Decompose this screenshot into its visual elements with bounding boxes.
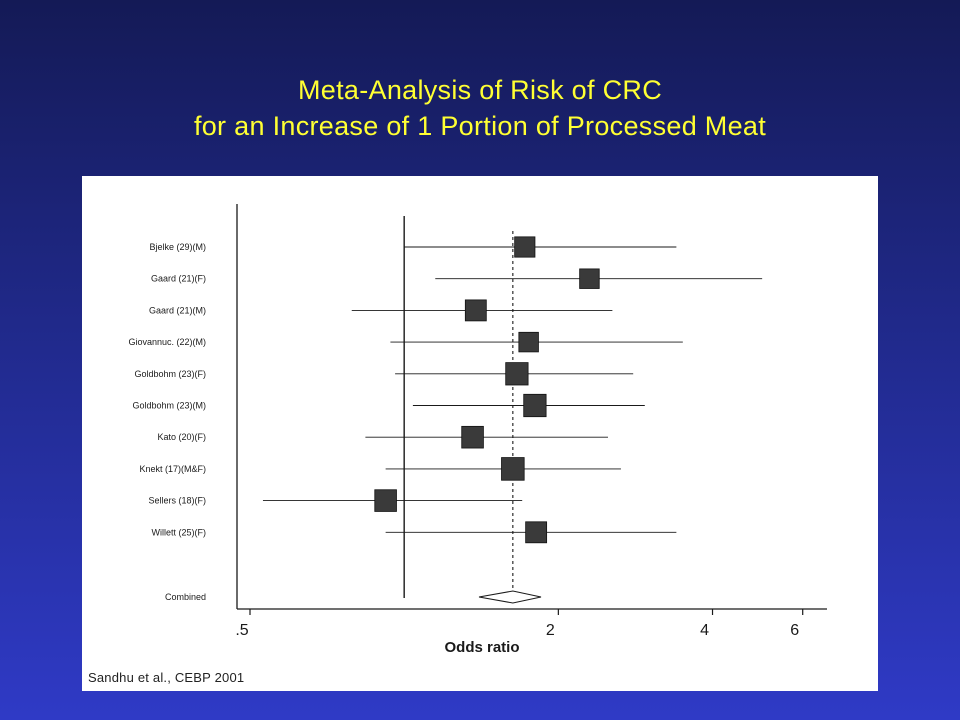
forest-plot: Bjelke (29)(M) Gaard (21)(F) Gaard (21)(M)… — [128, 204, 827, 656]
point-estimate-marker — [461, 425, 484, 449]
x-axis-title: Odds ratio — [444, 639, 519, 656]
study-label: Kato (20)(F) — [157, 432, 206, 442]
study-label: Goldbohm (23)(M) — [132, 401, 206, 411]
combined-label: Combined — [165, 592, 206, 602]
study-label: Giovannuc. (22)(M) — [128, 337, 206, 347]
point-estimate-marker — [514, 236, 536, 258]
study-label: Sellers (18)(F) — [148, 496, 206, 506]
point-estimate-marker — [464, 299, 487, 322]
study-label: Knekt (17)(M&F) — [139, 464, 206, 474]
x-tick-label: .5 — [235, 622, 248, 639]
slide-title: Meta-Analysis of Risk of CRC for an Incr… — [0, 72, 960, 144]
combined-diamond — [478, 590, 542, 604]
forest-plot-panel: Bjelke (29)(M) Gaard (21)(F) Gaard (21)(M)… — [82, 176, 878, 691]
study-label: Gaard (21)(F) — [151, 274, 206, 284]
point-estimate-marker — [518, 331, 539, 353]
point-estimate-marker — [501, 457, 525, 481]
title-line-2: for an Increase of 1 Portion of Processe… — [193, 111, 767, 141]
point-estimate-marker — [505, 362, 529, 386]
study-label: Bjelke (29)(M) — [149, 242, 206, 252]
study-label: Goldbohm (23)(F) — [134, 369, 206, 379]
study-label: Gaard (21)(M) — [149, 305, 206, 315]
point-estimate-marker — [523, 393, 547, 418]
point-estimate-marker — [579, 268, 600, 289]
point-estimate-marker — [525, 521, 548, 544]
x-tick-label: 2 — [546, 622, 555, 639]
x-tick-label: 6 — [790, 622, 799, 639]
point-estimate-marker — [374, 489, 397, 512]
x-tick-label: 4 — [700, 622, 709, 639]
study-label: Willett (25)(F) — [152, 527, 207, 537]
citation: Sandhu et al., CEBP 2001 — [88, 670, 245, 685]
title-line-1: Meta-Analysis of Risk of CRC — [298, 75, 662, 105]
